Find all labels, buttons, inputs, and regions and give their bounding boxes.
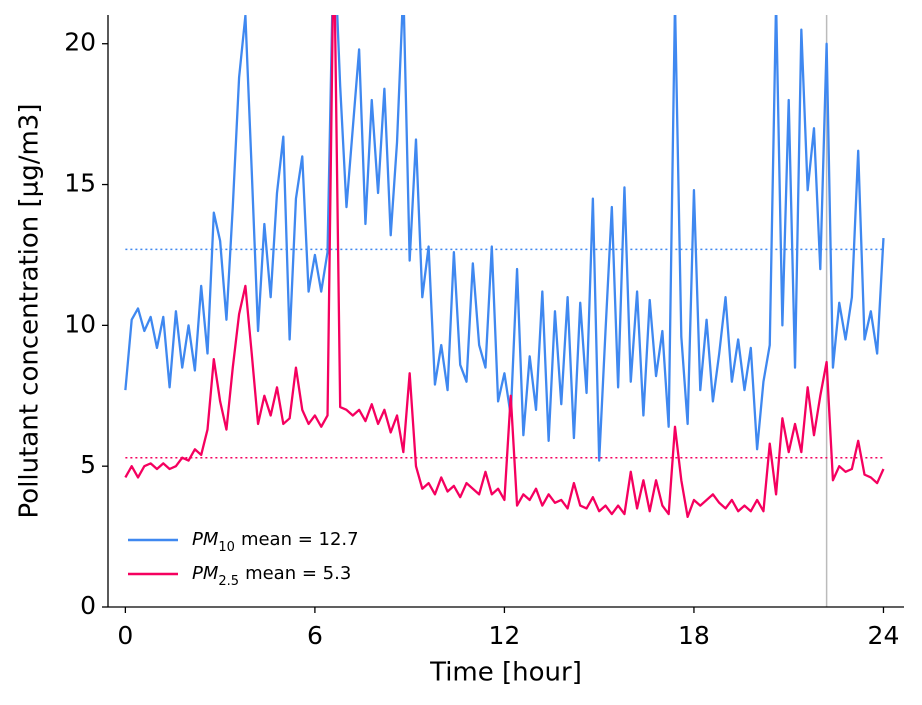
x-axis-label: Time [hour] [429, 658, 582, 688]
plot-area [124, 15, 885, 607]
x-tick-label: 6 [307, 621, 323, 650]
y-tick-label: 15 [64, 169, 96, 198]
legend-subscript: 2.5 [218, 574, 239, 589]
y-tick-label: 10 [64, 309, 96, 338]
x-tick-label: 18 [678, 621, 710, 650]
legend-label: PM10 mean = 12.7 [192, 529, 359, 555]
legend-text: mean = 5.3 [245, 563, 351, 584]
x-tick-label: 0 [117, 621, 133, 650]
legend-name: PM [192, 563, 219, 584]
legend-subscript: 10 [218, 540, 235, 555]
x-tick-label: 24 [868, 621, 900, 650]
legend-name: PM [192, 529, 219, 550]
series-line [124, 15, 885, 462]
y-axis-label: Pollutant concentration [µg/m3] [15, 104, 45, 519]
legend-text: mean = 12.7 [241, 529, 359, 550]
y-tick-label: 5 [80, 450, 96, 479]
legend-label: PM2.5 mean = 5.3 [192, 563, 351, 589]
x-tick-label: 12 [489, 621, 521, 650]
y-tick-label: 20 [64, 28, 96, 57]
series-line [124, 15, 885, 519]
y-tick-label: 0 [80, 591, 96, 620]
